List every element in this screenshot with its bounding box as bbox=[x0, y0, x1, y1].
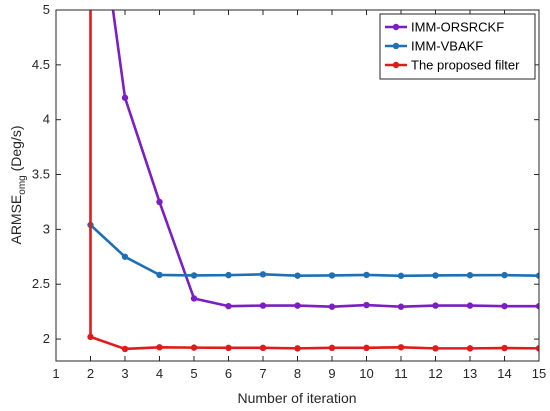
data-point bbox=[121, 253, 129, 260]
data-point bbox=[190, 295, 198, 302]
data-point bbox=[466, 272, 474, 279]
x-tick-label: 9 bbox=[328, 366, 335, 381]
x-tick-label: 13 bbox=[463, 366, 477, 381]
x-tick-label: 5 bbox=[190, 366, 197, 381]
data-point bbox=[190, 344, 198, 351]
data-point bbox=[156, 344, 163, 351]
data-point bbox=[156, 198, 163, 206]
data-point bbox=[535, 272, 539, 279]
data-point bbox=[225, 302, 232, 310]
x-axis-title: Number of iteration bbox=[237, 390, 356, 406]
data-point bbox=[328, 344, 336, 352]
x-tick-label: 4 bbox=[156, 366, 163, 381]
data-point bbox=[466, 345, 474, 352]
data-point bbox=[501, 344, 508, 352]
x-tick-label: 10 bbox=[359, 366, 373, 381]
legend-marker bbox=[392, 61, 400, 69]
y-axis-title-main: ARMSE bbox=[8, 195, 24, 245]
y-tick-label: 5 bbox=[43, 2, 50, 17]
data-point bbox=[156, 271, 163, 279]
y-tick-label: 2.5 bbox=[32, 276, 50, 291]
data-point bbox=[294, 345, 301, 352]
y-axis-title-subscript: omg bbox=[17, 175, 28, 194]
data-point bbox=[363, 271, 370, 279]
y-axis-title: ARMSEomg (Deg/s) bbox=[8, 125, 28, 244]
data-point bbox=[363, 344, 370, 352]
legend-label: IMM-VBAKF bbox=[411, 39, 483, 54]
legend-label: IMM-ORSRCKF bbox=[411, 20, 504, 35]
data-point bbox=[294, 272, 301, 279]
data-point bbox=[397, 272, 405, 279]
y-tick-label: 3 bbox=[43, 221, 50, 236]
data-point bbox=[328, 272, 336, 279]
data-point bbox=[225, 344, 232, 352]
x-tick-label: 8 bbox=[294, 366, 301, 381]
y-tick-label: 4.5 bbox=[32, 57, 50, 72]
legend-marker bbox=[392, 42, 400, 50]
data-point bbox=[432, 302, 439, 309]
data-point bbox=[397, 344, 405, 351]
x-tick-label: 14 bbox=[497, 366, 511, 381]
x-tick-label: 2 bbox=[87, 366, 94, 381]
x-tick-label: 11 bbox=[394, 366, 408, 381]
data-point bbox=[121, 94, 129, 101]
data-point bbox=[121, 345, 129, 353]
data-point bbox=[259, 302, 267, 309]
data-point bbox=[87, 333, 94, 341]
x-tick-label: 6 bbox=[225, 366, 232, 381]
data-point bbox=[535, 345, 539, 352]
data-point bbox=[397, 303, 405, 310]
y-tick-label: 3.5 bbox=[32, 167, 50, 182]
data-point bbox=[363, 301, 370, 309]
legend: IMM-ORSRCKF IMM-VBAKF The proposed filter bbox=[379, 13, 536, 80]
data-point bbox=[432, 345, 439, 352]
data-point bbox=[225, 271, 232, 279]
data-point bbox=[501, 271, 508, 279]
data-point bbox=[501, 302, 508, 310]
data-point bbox=[190, 272, 198, 279]
x-tick-label: 3 bbox=[121, 366, 128, 381]
plot-frame bbox=[55, 9, 540, 362]
data-point bbox=[259, 271, 267, 278]
y-tick-label: 2 bbox=[43, 331, 50, 346]
series-line bbox=[111, 10, 539, 309]
x-tick-label: 15 bbox=[532, 366, 546, 381]
x-tick-label: 12 bbox=[428, 366, 442, 381]
y-axis-title-unit: (Deg/s) bbox=[8, 125, 24, 175]
data-point bbox=[294, 302, 301, 309]
series-layer bbox=[87, 10, 539, 353]
x-tick-label: 7 bbox=[259, 366, 266, 381]
data-point bbox=[466, 302, 474, 309]
y-tick-label: 4 bbox=[43, 112, 50, 127]
series-line bbox=[89, 224, 539, 278]
data-point bbox=[432, 272, 439, 279]
x-tick-label: 1 bbox=[52, 366, 59, 381]
legend-label: The proposed filter bbox=[411, 58, 520, 73]
data-point bbox=[328, 303, 336, 310]
legend-marker bbox=[392, 23, 400, 31]
data-point bbox=[259, 344, 267, 352]
data-point bbox=[535, 302, 539, 310]
